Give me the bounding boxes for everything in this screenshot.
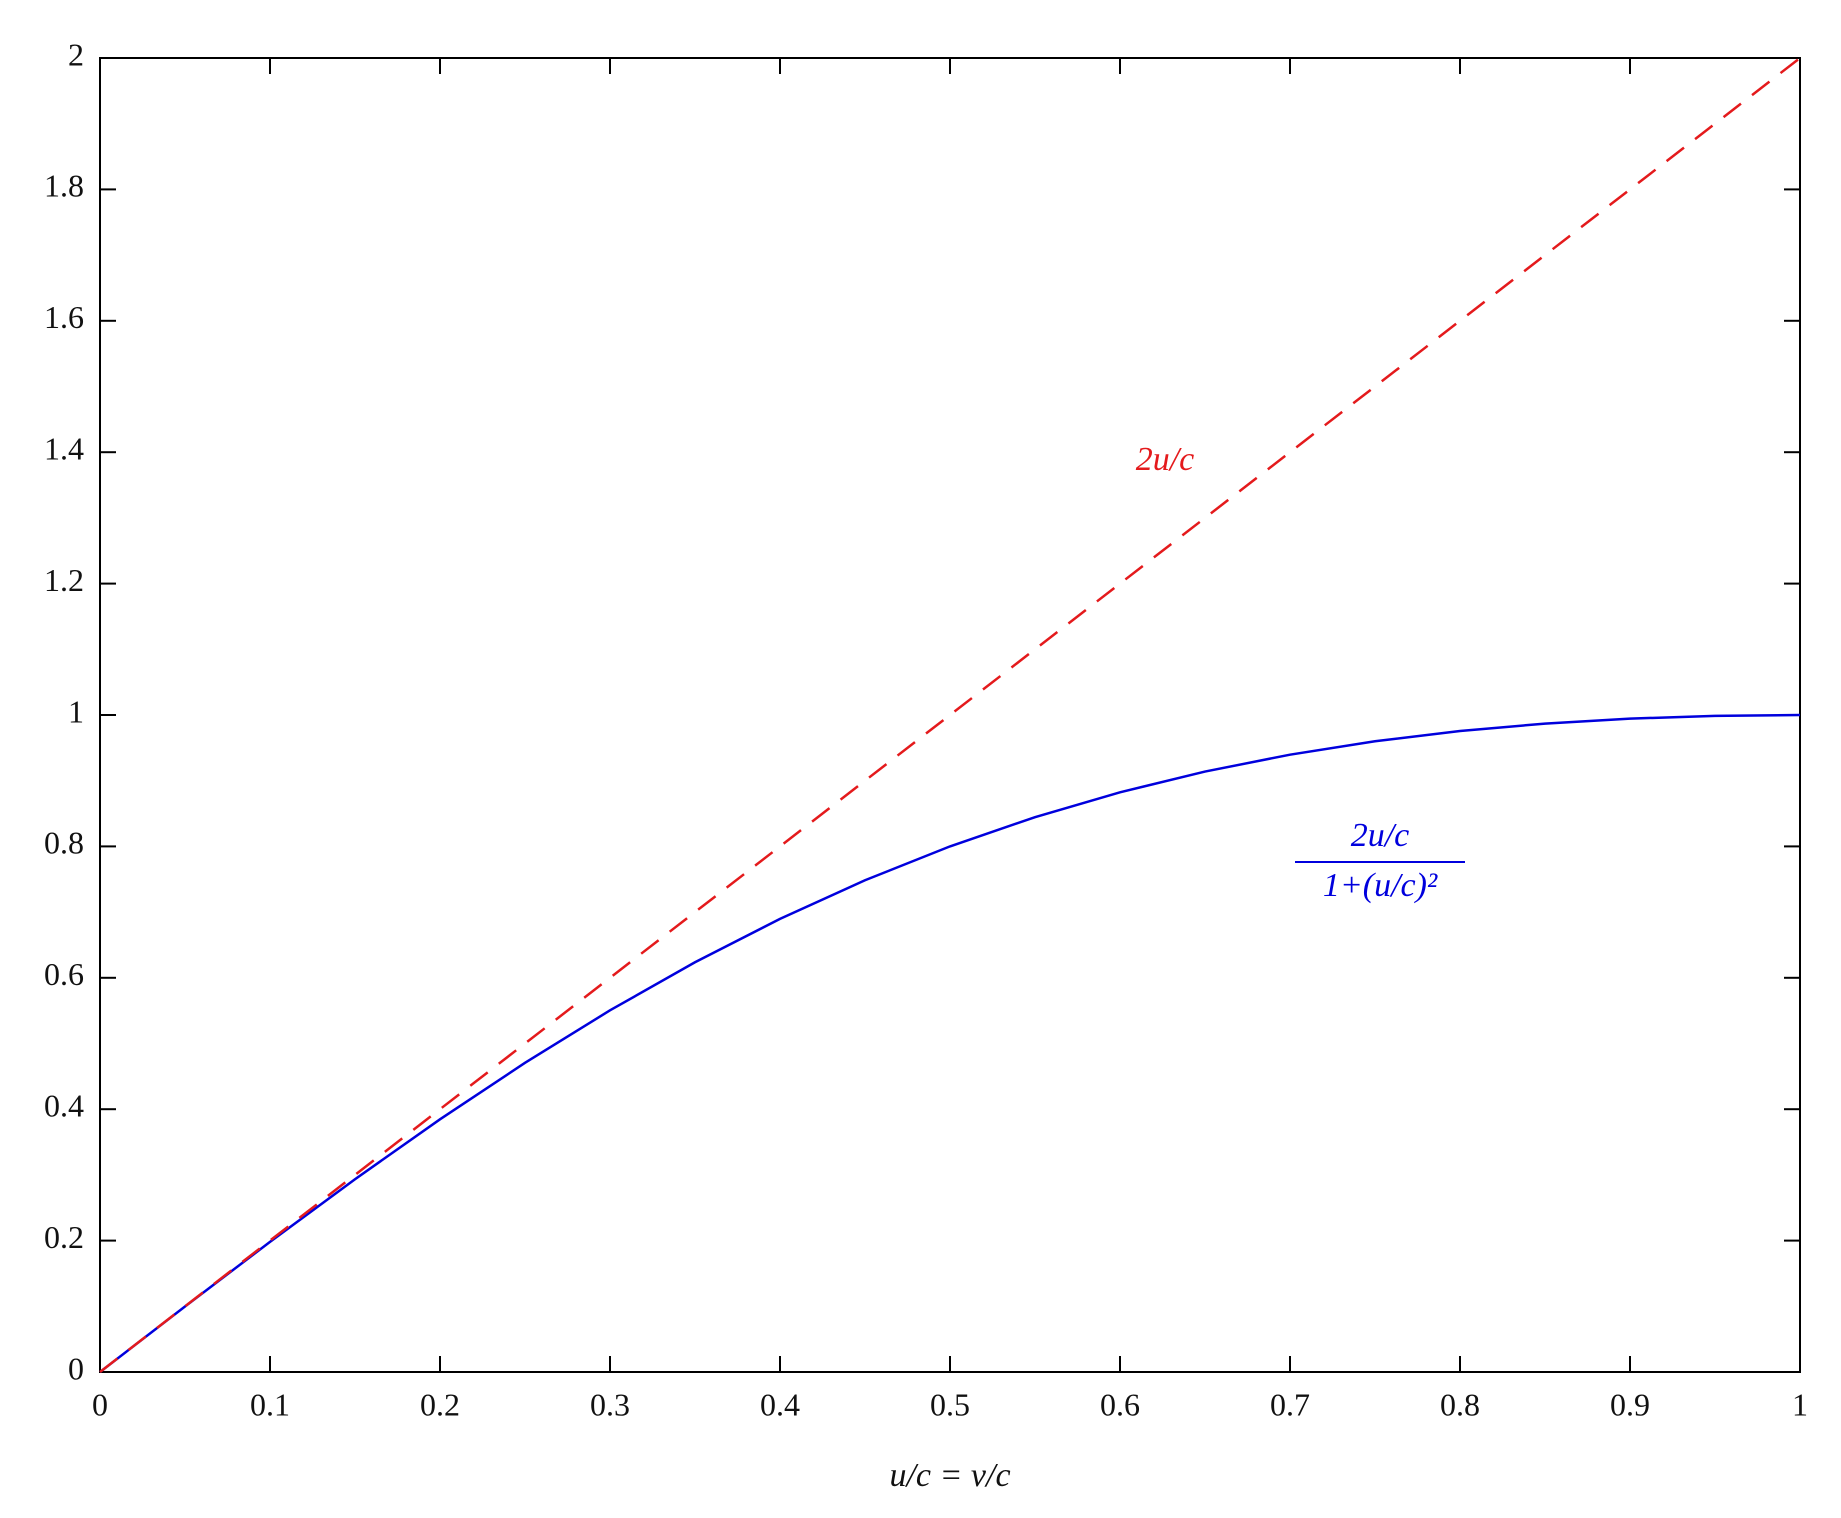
y-tick-label: 0.4 [44, 1088, 84, 1124]
series-line [99, 57, 1801, 1373]
x-tick-label: 0.1 [250, 1386, 290, 1422]
x-axis-label: u/c = v/c [889, 1457, 1010, 1494]
y-tick-label: 1.6 [44, 299, 84, 335]
y-tick-label: 0 [68, 1350, 84, 1386]
x-tick-label: 0.6 [1100, 1386, 1140, 1422]
y-tick-label: 1.2 [44, 562, 84, 598]
y-tick-label: 0.8 [44, 825, 84, 861]
x-tick-label: 1 [1792, 1386, 1808, 1422]
plot-frame [99, 57, 1801, 1373]
y-tick-label: 2 [68, 36, 84, 72]
y-tick-label: 0.6 [44, 956, 84, 992]
y-tick-label: 0.2 [44, 1219, 84, 1255]
x-tick-label: 0.3 [590, 1386, 630, 1422]
x-tick-label: 0.2 [420, 1386, 460, 1422]
x-tick-label: 0.9 [1610, 1386, 1650, 1422]
x-tick-label: 0.4 [760, 1386, 800, 1422]
x-tick-label: 0.7 [1270, 1386, 1310, 1422]
x-tick-label: 0.8 [1440, 1386, 1480, 1422]
y-tick-label: 1 [68, 693, 84, 729]
annotation: 2u/c [1136, 441, 1195, 478]
y-tick-label: 1.8 [44, 168, 84, 204]
x-tick-label: 0.5 [930, 1386, 970, 1422]
y-tick-label: 1.4 [44, 431, 84, 467]
x-tick-label: 0 [92, 1386, 108, 1422]
annotation: 2u/c [1351, 817, 1410, 854]
series-line [99, 713, 1801, 1373]
annotation: 1+(u/c)² [1323, 867, 1438, 904]
